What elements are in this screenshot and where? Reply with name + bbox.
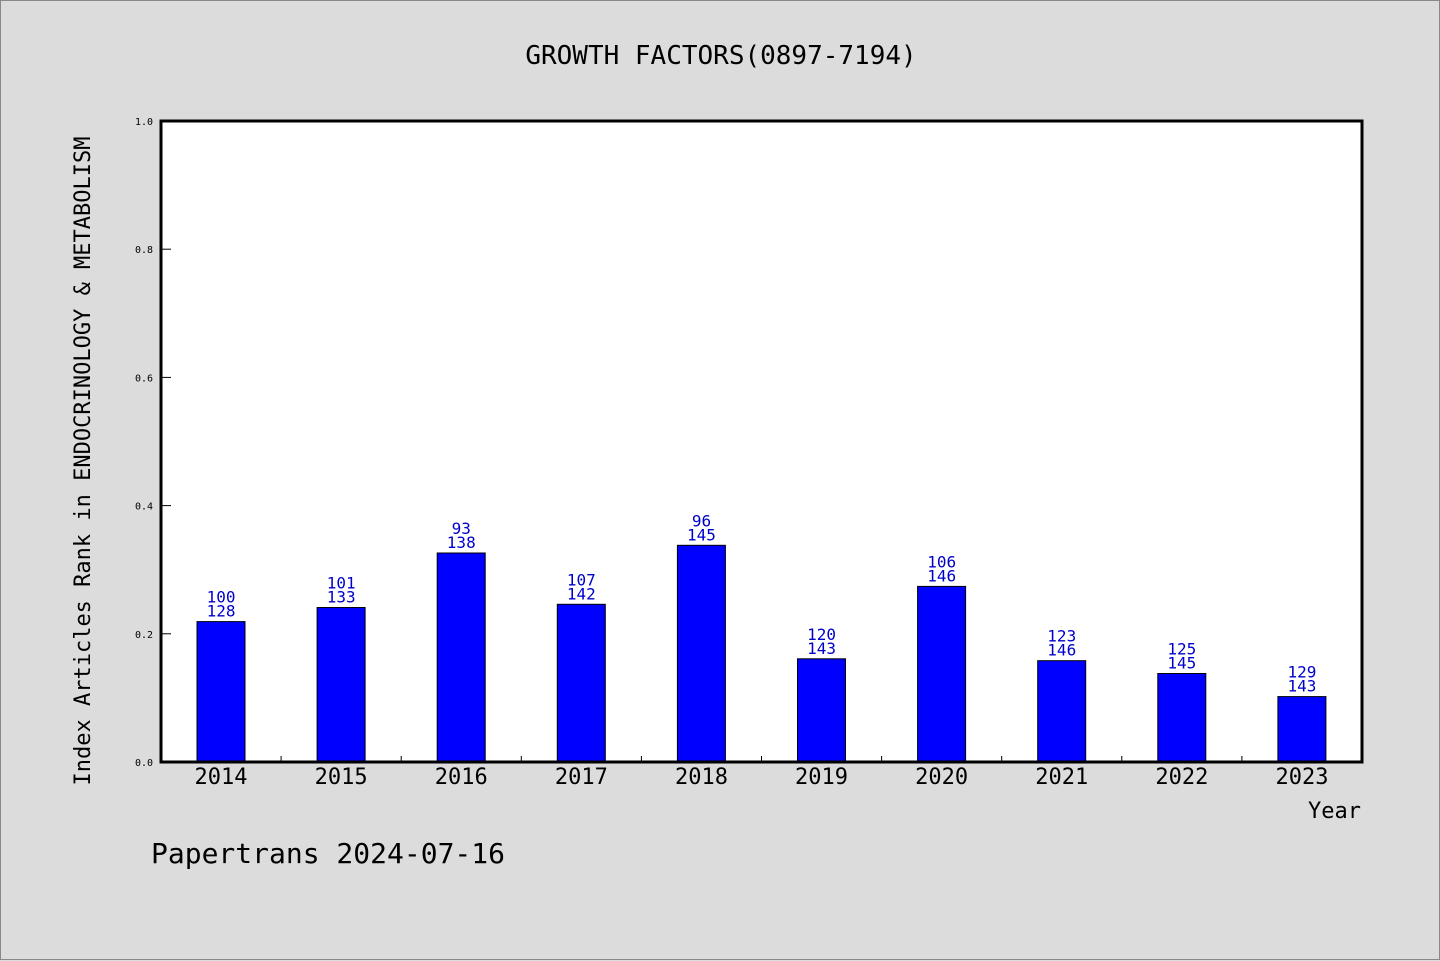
x-tick-label-2017: 2017 — [555, 765, 608, 790]
x-tick-label-2022: 2022 — [1155, 765, 1208, 790]
data-label-bottom-2019: 143 — [807, 639, 836, 658]
data-label-top-2022: 125 — [1167, 640, 1196, 659]
data-label-top-2021: 123 — [1047, 627, 1076, 646]
data-label-top-2019: 120 — [807, 625, 836, 644]
x-axis-label: Year — [1308, 799, 1361, 824]
data-label-top-2020: 106 — [927, 552, 956, 571]
bar-2020 — [917, 585, 967, 763]
data-label-top-2023: 129 — [1287, 663, 1316, 682]
x-tick-label-2016: 2016 — [435, 765, 488, 790]
data-label-top-2015: 101 — [327, 574, 356, 593]
bar-2022 — [1157, 673, 1207, 763]
bar-2019 — [797, 658, 846, 763]
data-labels-layer: 1001281011339313810714296145120143106146… — [207, 511, 1317, 695]
data-label-bottom-2021: 146 — [1047, 641, 1076, 660]
y-tick-label-5: 1.0 — [135, 117, 153, 128]
bar-2021 — [1037, 660, 1087, 763]
bar-2023 — [1277, 696, 1327, 763]
data-label-bottom-2015: 133 — [327, 588, 356, 607]
x-tick-label-2020: 2020 — [915, 765, 968, 790]
data-label-bottom-2023: 143 — [1287, 677, 1316, 696]
data-label-bottom-2016: 138 — [447, 533, 476, 552]
data-label-top-2018: 96 — [692, 511, 711, 530]
bar-2015 — [316, 607, 366, 763]
data-label-bottom-2022: 145 — [1167, 654, 1196, 673]
x-tick-label-2023: 2023 — [1275, 765, 1328, 790]
plot-border — [159, 119, 1364, 764]
y-tick-label-3: 0.6 — [135, 373, 153, 384]
y-tick-label-2: 0.4 — [135, 502, 153, 513]
data-label-top-2014: 100 — [207, 588, 236, 607]
bars-layer — [196, 544, 1327, 763]
y-axis-label: Index Articles Rank in ENDOCRINOLOGY & M… — [71, 136, 96, 785]
chart-title: GROWTH FACTORS(0897-7194) — [525, 41, 916, 71]
y-tick-label-1: 0.2 — [135, 630, 153, 641]
x-tick-label-2014: 2014 — [195, 765, 248, 790]
x-tick-label-2018: 2018 — [675, 765, 728, 790]
bar-2016 — [436, 552, 486, 763]
x-tick-label-2015: 2015 — [315, 765, 368, 790]
data-label-top-2016: 93 — [452, 519, 471, 538]
x-ticks-layer: 2014 2015 2016 2017 2018 2019 2020 2021 2022 2023 — [195, 756, 1328, 790]
footer-text: Papertrans 2024-07-16 — [151, 837, 505, 870]
y-tick-label-4: 0.8 — [135, 245, 153, 256]
bar-2014 — [196, 621, 246, 763]
data-label-bottom-2017: 142 — [567, 584, 596, 603]
y-tick-label-0: 0.0 — [135, 758, 153, 769]
data-label-top-2017: 107 — [567, 570, 596, 589]
x-tick-label-2019: 2019 — [795, 765, 848, 790]
data-label-bottom-2020: 146 — [927, 566, 956, 585]
x-tick-label-2021: 2021 — [1035, 765, 1088, 790]
bar-2018 — [676, 544, 726, 763]
data-label-bottom-2014: 128 — [207, 602, 236, 621]
data-label-bottom-2018: 145 — [687, 525, 716, 544]
bar-2017 — [556, 603, 606, 763]
